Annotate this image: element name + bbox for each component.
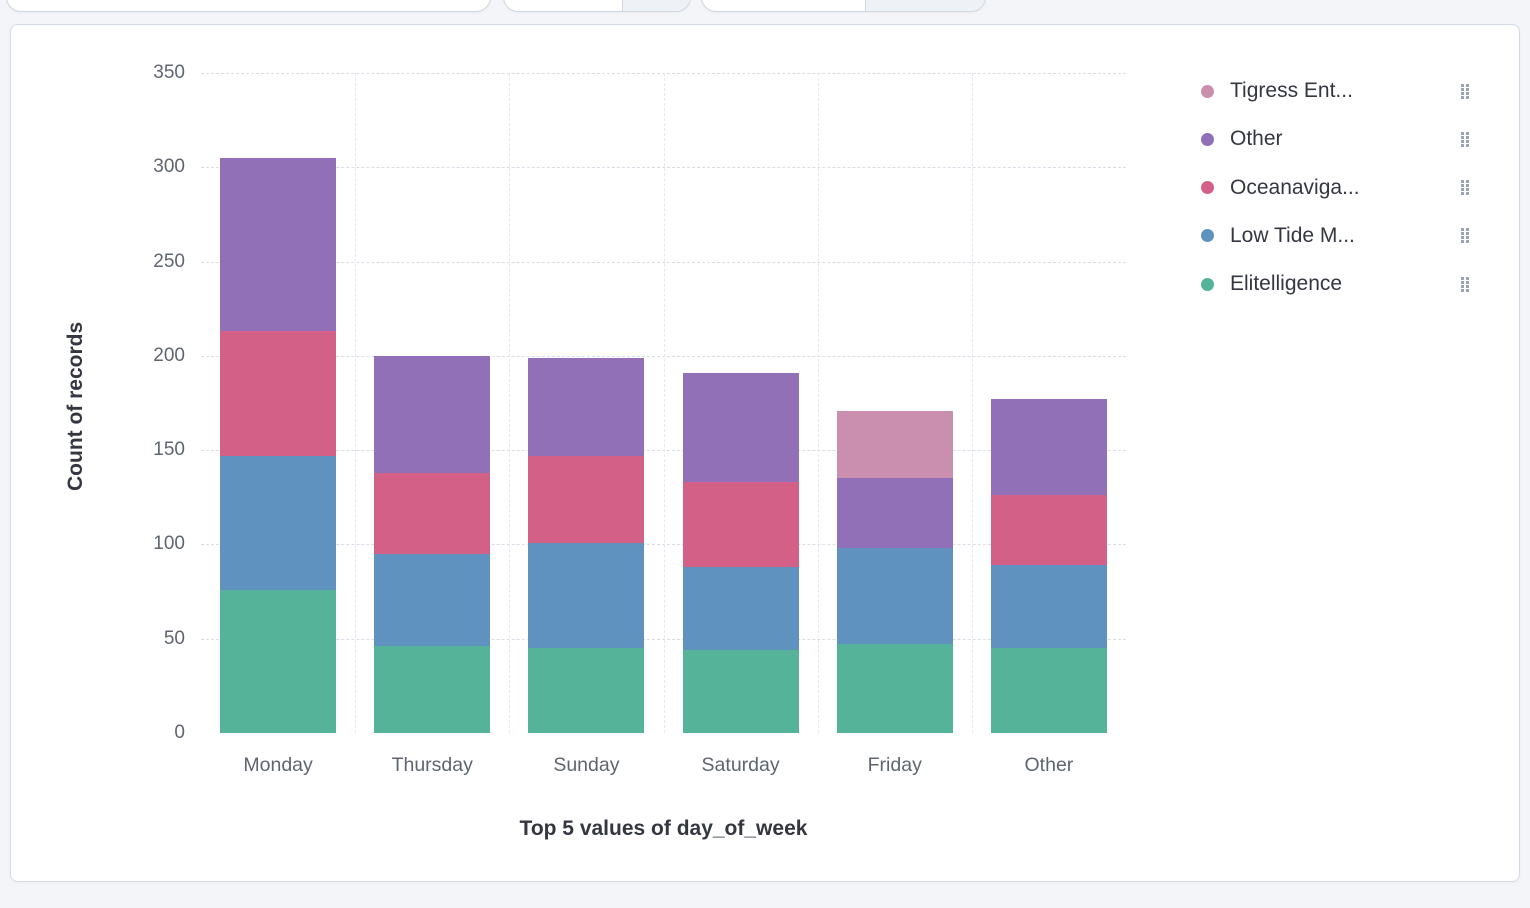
bar-segment-other[interactable]: [374, 355, 491, 473]
plot-area: 0 50 100 150 200 250 300 350 Monday Thursday Sunda…: [11, 25, 1519, 881]
y-tick-label: 200: [153, 344, 185, 366]
legend-item-label[interactable]: Other: [1230, 127, 1283, 151]
x-tick-label: Saturday: [701, 754, 780, 776]
bar-segment-elitelligence[interactable]: [220, 589, 337, 733]
bar-segment-other[interactable]: [990, 399, 1107, 496]
bar-segment-elitelligence[interactable]: [682, 650, 799, 733]
filter-pill[interactable]: [503, 0, 691, 12]
legend-color-dot: [1201, 229, 1214, 243]
y-tick-label: 300: [153, 156, 185, 178]
legend-item-label[interactable]: Oceanaviga...: [1230, 175, 1360, 199]
legend-item-label[interactable]: Elitelligence: [1230, 272, 1343, 296]
bar-segment-oceanaviga[interactable]: [682, 482, 799, 568]
x-tick-label: Sunday: [553, 754, 620, 776]
legend-item[interactable]: Elitelligence: [1201, 260, 1497, 308]
x-tick-label: Other: [1024, 754, 1074, 776]
legend-item[interactable]: Other: [1201, 115, 1497, 163]
x-gridline: [509, 73, 511, 733]
bar-segment-oceanaviga[interactable]: [528, 455, 645, 543]
legend-color-dot: [1201, 181, 1214, 195]
bar-segment-low-tide-m[interactable]: [836, 548, 953, 645]
y-tick-label: 350: [153, 62, 185, 83]
y-axis-title: Count of records: [64, 321, 87, 491]
legend-color-dot: [1201, 84, 1214, 98]
bar-segment-elitelligence[interactable]: [374, 646, 491, 733]
chart-panel: 0 50 100 150 200 250 300 350 Monday Thursday Sunda…: [10, 24, 1520, 882]
x-axis-title: Top 5 values of day_of_week: [519, 817, 808, 840]
filter-pill-segment[interactable]: [622, 0, 690, 11]
x-tick-label: Friday: [867, 754, 922, 776]
y-tick-label: 150: [153, 439, 185, 461]
x-gridline: [355, 73, 357, 733]
legend-item[interactable]: Oceanaviga...: [1201, 164, 1497, 212]
bar-segment-tigress-ent[interactable]: [836, 410, 953, 479]
bar-segment-other[interactable]: [836, 478, 953, 549]
filter-pill[interactable]: [701, 0, 986, 12]
x-gridline: [663, 73, 665, 733]
y-tick-label: 50: [163, 627, 185, 649]
legend-item-actions-icon[interactable]: [1461, 131, 1469, 147]
bar-segment-low-tide-m[interactable]: [374, 553, 491, 647]
legend-item-actions-icon[interactable]: [1461, 180, 1469, 196]
y-tick-label: 100: [153, 533, 185, 555]
x-tick-label: Monday: [243, 754, 313, 776]
bar-segment-elitelligence[interactable]: [990, 648, 1107, 733]
bar-segment-low-tide-m[interactable]: [990, 565, 1107, 649]
legend-item-label[interactable]: Tigress Ent...: [1230, 79, 1353, 102]
bar-segment-oceanaviga[interactable]: [220, 331, 337, 456]
legend-color-dot: [1201, 277, 1214, 291]
x-gridline: [817, 73, 819, 733]
bar-segment-oceanaviga[interactable]: [990, 495, 1107, 566]
y-tick-label: 250: [153, 250, 185, 272]
legend-item[interactable]: Tigress Ent...: [1201, 67, 1497, 115]
x-tick-label: Thursday: [391, 754, 473, 776]
y-tick-label: 0: [174, 722, 185, 743]
bar-segment-elitelligence[interactable]: [836, 644, 953, 733]
bar-segment-low-tide-m[interactable]: [528, 542, 645, 649]
legend-color-dot: [1201, 132, 1214, 146]
legend-item-actions-icon[interactable]: [1461, 276, 1469, 292]
bar-segment-elitelligence[interactable]: [528, 648, 645, 733]
legend-item-label[interactable]: Low Tide M...: [1230, 223, 1355, 247]
legend-item-actions-icon[interactable]: [1461, 228, 1469, 244]
legend-item-actions-icon[interactable]: [1461, 83, 1469, 99]
bar-segment-low-tide-m[interactable]: [220, 455, 337, 590]
bar-segment-other[interactable]: [682, 372, 799, 483]
legend-item[interactable]: Low Tide M...: [1201, 212, 1497, 260]
query-bar-pill[interactable]: [6, 0, 491, 12]
x-gridline: [971, 73, 973, 733]
filter-pill-segment[interactable]: [865, 0, 985, 11]
bar-segment-other[interactable]: [528, 357, 645, 456]
bar-segment-low-tide-m[interactable]: [682, 567, 799, 651]
bar-segment-oceanaviga[interactable]: [374, 472, 491, 554]
bar-segment-other[interactable]: [220, 157, 337, 332]
